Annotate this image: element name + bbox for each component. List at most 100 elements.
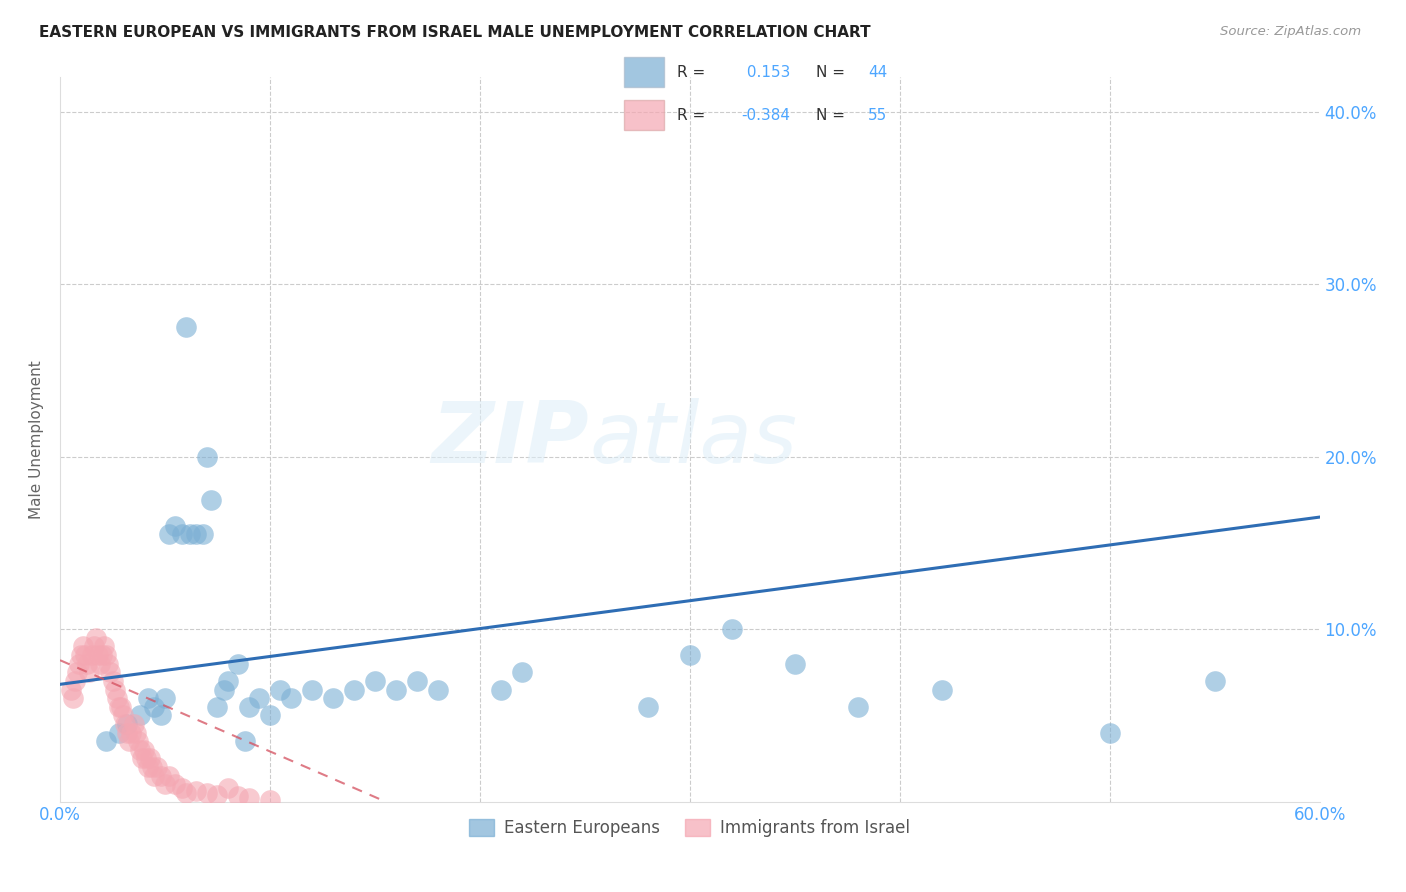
Point	[157, 769, 180, 783]
Point	[207, 788, 229, 802]
Y-axis label: Male Unemployment: Male Unemployment	[30, 360, 44, 519]
Point	[1204, 673, 1226, 688]
Point	[174, 320, 197, 334]
Point	[170, 780, 193, 795]
Point	[110, 699, 132, 714]
Point	[269, 682, 291, 697]
Point	[66, 665, 89, 680]
Point	[228, 789, 250, 804]
Point	[67, 657, 90, 671]
Text: 44: 44	[869, 65, 887, 79]
Point	[426, 682, 449, 697]
Text: -0.384: -0.384	[741, 108, 790, 122]
Point	[128, 743, 150, 757]
Point	[233, 734, 256, 748]
Text: N =: N =	[815, 65, 849, 79]
Point	[139, 751, 162, 765]
Point	[195, 450, 218, 464]
Point	[301, 682, 323, 697]
Point	[96, 648, 118, 662]
Legend: Eastern Europeans, Immigrants from Israel: Eastern Europeans, Immigrants from Israe…	[463, 813, 917, 844]
Point	[259, 708, 281, 723]
Point	[846, 699, 869, 714]
Point	[510, 665, 533, 680]
Text: N =: N =	[815, 108, 849, 122]
Point	[207, 699, 229, 714]
Point	[637, 699, 659, 714]
Point	[97, 657, 120, 671]
Point	[149, 769, 172, 783]
Point	[143, 699, 166, 714]
Point	[174, 786, 197, 800]
Point	[238, 699, 260, 714]
Point	[145, 760, 167, 774]
Point	[122, 717, 145, 731]
Point	[132, 743, 155, 757]
Point	[165, 777, 187, 791]
Point	[128, 708, 150, 723]
Point	[343, 682, 366, 697]
Text: 55: 55	[869, 108, 887, 122]
Point	[83, 640, 105, 654]
Point	[59, 682, 82, 697]
Point	[322, 691, 344, 706]
Point	[195, 786, 218, 800]
Point	[80, 648, 103, 662]
Text: ZIP: ZIP	[432, 398, 589, 481]
Point	[115, 717, 138, 731]
Point	[84, 631, 107, 645]
Point	[679, 648, 702, 662]
Point	[120, 725, 142, 739]
Point	[228, 657, 250, 671]
Text: atlas: atlas	[589, 398, 797, 481]
Point	[79, 665, 101, 680]
Point	[149, 708, 172, 723]
Point	[108, 699, 131, 714]
Point	[238, 791, 260, 805]
Point	[114, 717, 136, 731]
Point	[249, 691, 271, 706]
Point	[191, 527, 214, 541]
Point	[135, 751, 157, 765]
Point	[186, 527, 208, 541]
Point	[72, 640, 94, 654]
Point	[63, 673, 86, 688]
Point	[165, 518, 187, 533]
Point	[259, 793, 281, 807]
Point	[143, 769, 166, 783]
Text: Source: ZipAtlas.com: Source: ZipAtlas.com	[1220, 25, 1361, 38]
Point	[62, 691, 84, 706]
FancyBboxPatch shape	[624, 100, 664, 130]
Point	[105, 691, 128, 706]
Point	[217, 780, 239, 795]
Point	[720, 622, 742, 636]
Point	[280, 691, 302, 706]
Text: R =: R =	[676, 65, 704, 79]
Point	[89, 657, 111, 671]
Point	[931, 682, 953, 697]
Text: EASTERN EUROPEAN VS IMMIGRANTS FROM ISRAEL MALE UNEMPLOYMENT CORRELATION CHART: EASTERN EUROPEAN VS IMMIGRANTS FROM ISRA…	[39, 25, 870, 40]
Point	[200, 492, 222, 507]
Point	[127, 734, 149, 748]
Point	[93, 640, 115, 654]
Point	[118, 734, 141, 748]
Point	[217, 673, 239, 688]
FancyBboxPatch shape	[624, 57, 664, 87]
Point	[91, 648, 114, 662]
Point	[179, 527, 201, 541]
Text: 0.153: 0.153	[741, 65, 790, 79]
Point	[141, 760, 163, 774]
Point	[111, 708, 134, 723]
Text: R =: R =	[676, 108, 704, 122]
Point	[157, 527, 180, 541]
Point	[96, 734, 118, 748]
Point	[186, 784, 208, 798]
Point	[1098, 725, 1121, 739]
Point	[212, 682, 235, 697]
Point	[783, 657, 806, 671]
Point	[153, 691, 176, 706]
Point	[87, 648, 110, 662]
Point	[406, 673, 429, 688]
Point	[136, 691, 159, 706]
Point	[124, 725, 146, 739]
